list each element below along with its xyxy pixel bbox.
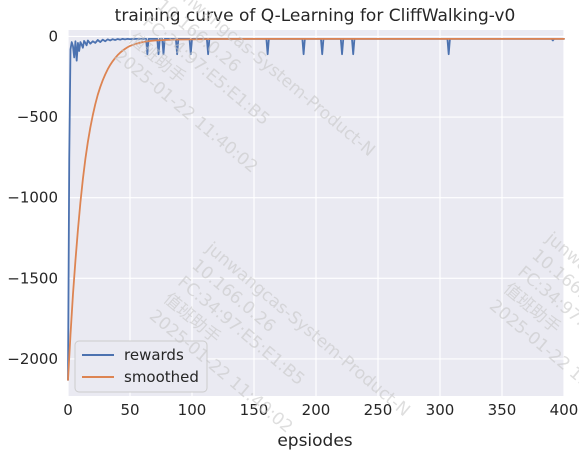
- x-tick-label: 300: [426, 401, 455, 419]
- series-line-smoothed: [67, 37, 565, 381]
- x-axis-label: epsiodes: [277, 431, 352, 451]
- y-tick-label: −500: [17, 108, 58, 126]
- x-tick-label: 250: [364, 401, 393, 419]
- series-layer: [67, 37, 565, 381]
- y-tick-label: −1000: [7, 189, 58, 207]
- x-tick-label: 100: [178, 401, 207, 419]
- grid-lines: [67, 30, 565, 396]
- y-tick-label: 0: [48, 27, 58, 45]
- legend-label-rewards: rewards: [124, 346, 184, 364]
- y-tick-label: −2000: [7, 350, 58, 368]
- x-tick-label: 50: [120, 401, 139, 419]
- legend: rewards smoothed: [74, 340, 208, 393]
- y-tick-label: −1500: [7, 269, 58, 287]
- y-tick-labels: 0 −500 −1000 −1500 −2000: [7, 27, 58, 367]
- legend-label-smoothed: smoothed: [124, 368, 199, 386]
- x-tick-labels: 0 50 100 150 200 250 300 350 400: [63, 401, 578, 419]
- legend-box: [74, 340, 208, 393]
- chart-title: training curve of Q-Learning for CliffWa…: [115, 6, 516, 26]
- x-tick-label: 200: [302, 401, 331, 419]
- x-tick-label: 350: [488, 401, 517, 419]
- x-tick-label: 150: [240, 401, 269, 419]
- x-tick-label: 0: [63, 401, 73, 419]
- x-tick-label: 400: [550, 401, 579, 419]
